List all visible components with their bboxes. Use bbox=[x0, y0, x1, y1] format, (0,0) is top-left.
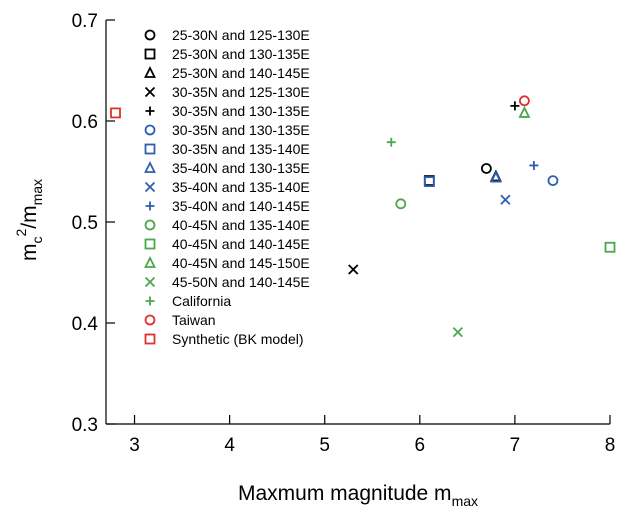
legend-label: 40-45N and 135-140E bbox=[172, 217, 310, 233]
legend-label: 25-30N and 140-145E bbox=[172, 65, 310, 81]
legend-marker bbox=[144, 238, 156, 250]
legend-marker bbox=[145, 296, 155, 306]
data-point bbox=[348, 264, 359, 275]
x-axis-title: Maxmum magnitude mmax bbox=[238, 482, 478, 509]
data-point bbox=[452, 326, 463, 338]
legend-label: Taiwan bbox=[172, 312, 216, 328]
legend-label: 25-30N and 130-135E bbox=[172, 46, 310, 62]
y-tick-label: 0.6 bbox=[72, 112, 98, 133]
data-point bbox=[518, 105, 531, 118]
data-point bbox=[500, 194, 511, 205]
x-tick-label: 8 bbox=[605, 435, 616, 456]
y-tick-label: 0.4 bbox=[72, 314, 99, 335]
legend-label: 35-40N and 130-135E bbox=[172, 160, 310, 176]
data-point bbox=[510, 101, 520, 111]
data-points bbox=[110, 95, 616, 338]
data-point bbox=[386, 137, 396, 147]
legend-label: 35-40N and 140-145E bbox=[172, 198, 310, 214]
x-ticks: 3 4 5 6 7 8 bbox=[129, 415, 615, 456]
legend-marker bbox=[144, 86, 156, 98]
x-tick-label: 5 bbox=[319, 435, 330, 456]
legend-marker bbox=[144, 276, 156, 288]
legend-label: 30-35N and 130-135E bbox=[172, 122, 310, 138]
y-ticks: 0.3 0.4 0.5 0.6 0.7 bbox=[72, 11, 115, 436]
data-point bbox=[529, 160, 539, 170]
legend-marker bbox=[144, 65, 156, 78]
data-point bbox=[519, 95, 530, 107]
data-point bbox=[547, 175, 559, 186]
legend-label: 30-35N and 135-140E bbox=[172, 141, 310, 157]
legend-label: 45-50N and 140-145E bbox=[172, 274, 310, 290]
legend-label: 30-35N and 125-130E bbox=[172, 84, 310, 100]
legend-marker bbox=[145, 106, 155, 116]
legend-marker bbox=[144, 255, 156, 268]
data-point bbox=[423, 176, 435, 188]
legend-label: 40-45N and 140-145E bbox=[172, 236, 310, 252]
legend-marker bbox=[144, 29, 156, 41]
legend-label: 40-45N and 145-150E bbox=[172, 255, 310, 271]
data-point bbox=[604, 241, 616, 253]
legend-label: 30-35N and 130-135E bbox=[172, 103, 310, 119]
y-tick-label: 0.7 bbox=[72, 11, 98, 32]
legend-marker bbox=[145, 201, 155, 211]
legend-label: 25-30N and 125-130E bbox=[172, 27, 310, 43]
legend-label: Synthetic (BK model) bbox=[172, 331, 304, 347]
data-point bbox=[480, 163, 492, 174]
y-axis-title: mc2/mmax bbox=[13, 179, 45, 261]
axes: 0.3 0.4 0.5 0.6 0.7 3 4 5 6 7 8 bbox=[72, 11, 616, 456]
legend-marker bbox=[144, 143, 156, 155]
y-tick-label: 0.5 bbox=[72, 213, 98, 234]
legend-label: 35-40N and 135-140E bbox=[172, 179, 310, 195]
x-tick-label: 4 bbox=[224, 435, 235, 456]
legend-marker bbox=[144, 160, 156, 173]
x-tick-label: 6 bbox=[415, 435, 426, 456]
legend-marker bbox=[144, 124, 156, 136]
legend-marker bbox=[144, 48, 156, 60]
legend-marker bbox=[144, 181, 156, 193]
x-tick-label: 7 bbox=[510, 435, 521, 456]
legend-marker bbox=[144, 219, 156, 231]
data-point bbox=[489, 170, 502, 183]
x-tick-label: 3 bbox=[129, 435, 140, 456]
y-tick-label: 0.3 bbox=[72, 415, 98, 436]
legend-marker bbox=[144, 333, 156, 345]
legend: 25-30N and 125-130E 25-30N and 130-135E 25… bbox=[144, 27, 310, 347]
data-point bbox=[395, 198, 407, 210]
legend-label: California bbox=[172, 293, 231, 309]
legend-marker bbox=[144, 314, 156, 326]
data-point bbox=[110, 107, 121, 119]
